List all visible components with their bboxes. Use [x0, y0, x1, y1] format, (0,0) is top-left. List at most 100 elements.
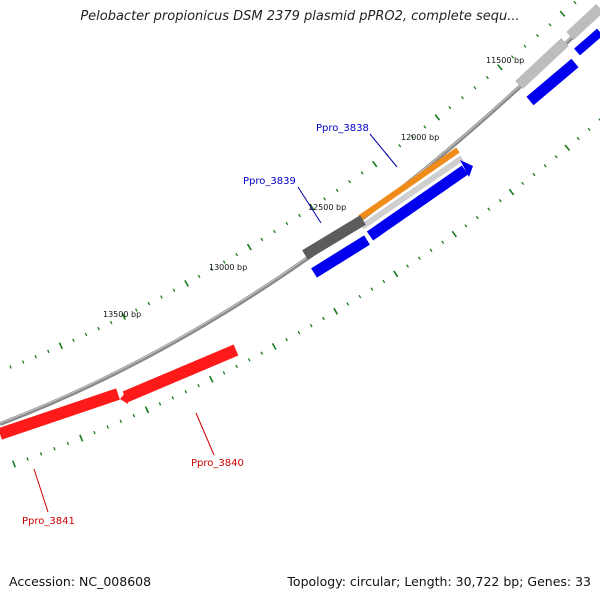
gene-label-ppro-3840[interactable]: Ppro_3840 — [191, 458, 244, 469]
gray-feature-top-2 — [566, 3, 600, 41]
inner-tick — [222, 371, 226, 375]
outer-tick — [309, 203, 315, 211]
red-cds-3840-arrowhead — [120, 391, 128, 404]
outer-tick — [497, 64, 503, 71]
inner-tick — [297, 330, 301, 335]
inner-tick — [184, 390, 188, 394]
inner-tick — [144, 406, 150, 414]
gene-label-ppro-3841[interactable]: Ppro_3841 — [22, 516, 75, 527]
inner-tick — [106, 425, 109, 429]
gene-label-ppro-3839[interactable]: Ppro_3839 — [243, 176, 296, 187]
scale-label-12000: 12000 bp — [401, 133, 439, 142]
outer-tick — [210, 267, 214, 272]
outer-tick — [298, 213, 301, 218]
outer-tick — [121, 312, 127, 320]
outer-tick — [72, 338, 75, 343]
blue-cds-2 — [311, 235, 370, 278]
inner-tick — [554, 155, 558, 159]
outer-tick — [34, 355, 37, 359]
inner-tick — [406, 264, 409, 268]
outer-tick — [9, 365, 12, 369]
inner-tick — [521, 181, 525, 186]
outer-tick — [172, 288, 176, 293]
inner-tick — [209, 375, 214, 383]
inner-tick — [260, 351, 264, 355]
outer-tick — [473, 86, 477, 90]
inner-tick — [132, 413, 136, 418]
inner-tick — [417, 256, 421, 260]
outer-tick — [548, 23, 552, 27]
inner-tick — [451, 230, 457, 238]
inner-tick — [441, 240, 445, 244]
inner-tick — [475, 215, 479, 220]
outer-tick — [135, 308, 138, 312]
inner-tick — [247, 358, 251, 362]
backbone-ring — [0, 8, 600, 426]
outer-tick — [559, 10, 566, 17]
map-title: Pelobacter propionicus DSM 2379 plasmid … — [80, 9, 520, 24]
outer-tick — [448, 105, 452, 110]
leader-3840 — [195, 412, 215, 456]
outer-tick — [273, 229, 276, 234]
outer-scale-ticks — [0, 1, 577, 375]
blue-feature-top-2 — [574, 28, 600, 56]
inner-tick — [564, 144, 571, 151]
inner-tick — [498, 198, 502, 203]
topology-summary-text: Topology: circular; Length: 30,722 bp; G… — [287, 574, 591, 589]
inner-tick — [393, 270, 399, 278]
scale-label-13000: 13000 bp — [209, 263, 247, 272]
gray-feature-top — [515, 37, 569, 90]
outer-tick — [222, 260, 226, 264]
inner-tick — [271, 342, 277, 350]
backbone-highlight — [0, 8, 600, 424]
inner-tick — [93, 430, 96, 435]
inner-tick — [197, 383, 200, 388]
outer-tick — [260, 237, 264, 242]
inner-tick — [66, 441, 70, 446]
inner-tick — [158, 402, 162, 406]
outer-tick — [323, 197, 327, 201]
outer-tick — [84, 332, 88, 337]
inner-tick — [235, 364, 238, 369]
gene-label-ppro-3838[interactable]: Ppro_3838 — [316, 123, 369, 134]
blue-cds-arrow — [366, 165, 469, 241]
outer-tick — [147, 301, 151, 306]
inner-tick — [79, 434, 84, 442]
leader-3841 — [33, 468, 49, 513]
inner-tick — [346, 302, 350, 306]
inner-tick — [370, 287, 374, 291]
inner-tick — [285, 337, 288, 342]
outer-tick — [460, 96, 464, 100]
outer-tick — [335, 188, 339, 193]
inner-tick — [382, 279, 386, 284]
red-cds-3841 — [0, 388, 120, 440]
outer-tick — [47, 349, 50, 354]
inner-tick — [309, 323, 313, 328]
outer-tick — [485, 75, 489, 80]
inner-tick — [429, 248, 433, 252]
outer-tick — [372, 160, 378, 168]
scale-label-11500: 11500 bp — [486, 56, 524, 65]
outer-tick — [197, 274, 201, 279]
inner-tick — [487, 207, 491, 211]
outer-tick — [535, 33, 540, 38]
inner-tick — [26, 457, 29, 461]
outer-tick — [573, 1, 577, 5]
inner-tick — [464, 224, 468, 228]
scale-label-12500: 12500 bp — [308, 203, 346, 212]
leader-3839 — [297, 186, 322, 224]
outer-tick — [410, 134, 414, 139]
outer-tick — [21, 360, 25, 364]
inner-tick — [532, 172, 536, 177]
accession-text: Accession: NC_008608 — [9, 574, 152, 589]
inner-tick — [587, 127, 591, 131]
inner-tick — [12, 460, 16, 468]
light-gray-feature — [360, 155, 464, 230]
outer-tick — [423, 125, 427, 129]
outer-tick — [235, 252, 239, 257]
outer-tick — [109, 320, 113, 325]
outer-tick — [510, 55, 514, 59]
dark-gray-feature — [302, 215, 366, 260]
outer-tick — [246, 243, 252, 251]
